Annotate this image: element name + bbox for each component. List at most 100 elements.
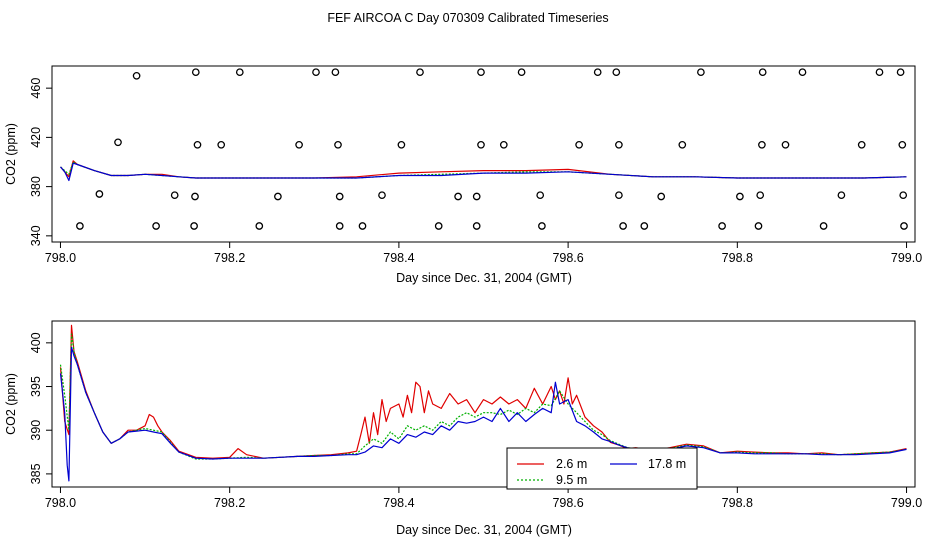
calibration-point [95, 190, 104, 198]
series-line-9-5-m [59, 333, 907, 460]
calibration-point [170, 191, 179, 200]
legend-box [506, 447, 698, 490]
calibration-point [472, 192, 481, 201]
y-tick-label: 385 [29, 463, 43, 484]
calibration-point [875, 68, 884, 77]
calibration-point [235, 68, 244, 77]
legend-label-17-8m: 17.8 m [648, 457, 686, 471]
calibration-point [754, 222, 763, 230]
bottom-y-axis-label: CO2 (ppm) [4, 373, 18, 435]
calibration-point [335, 222, 344, 230]
calibration-point [798, 68, 807, 77]
calibration-point [358, 222, 367, 230]
calibration-point [132, 71, 141, 80]
series-line-17-8-m [60, 162, 907, 182]
top-y-axis-label: CO2 (ppm) [4, 123, 18, 185]
calibration-point [378, 191, 386, 200]
x-tick-label: 798.6 [552, 496, 583, 510]
calibration-point [477, 68, 485, 77]
legend-label-2-6m: 2.6 m [556, 457, 587, 471]
calibration-point [538, 222, 546, 230]
figure-title: FEF AIRCOA C Day 070309 Calibrated Times… [327, 11, 608, 25]
calibration-point [191, 192, 199, 201]
x-tick-label: 799.0 [891, 251, 922, 265]
calibration-point [857, 140, 866, 149]
calibration-point [274, 192, 282, 201]
y-tick-label: 390 [29, 420, 43, 441]
calibration-point [615, 191, 623, 200]
bottom-chart: 798.0 798.2 798.4 798.6 798.8 799.0 385 390 395… [4, 320, 922, 537]
x-tick-label: 798.2 [214, 251, 245, 265]
calibration-point [76, 222, 84, 230]
calibration-point [575, 140, 583, 149]
calibration-point [193, 140, 202, 149]
legend: 2.6 m 9.5 m 17.8 m [506, 447, 698, 490]
calibration-point [190, 222, 198, 230]
top-x-axis: 798.0 798.2 798.4 798.6 798.8 799.0 [45, 242, 922, 265]
calibration-point [657, 192, 666, 201]
top-x-axis-label: Day since Dec. 31, 2004 (GMT) [396, 271, 572, 285]
calibration-point [295, 140, 303, 149]
calibration-point [593, 68, 602, 77]
top-y-axis: 340 380 420 460 [29, 78, 52, 246]
calibration-point [255, 222, 264, 230]
bottom-series [59, 324, 907, 482]
calibration-point [640, 222, 649, 230]
x-tick-label: 798.8 [722, 251, 753, 265]
y-tick-label: 380 [29, 176, 43, 197]
x-tick-label: 798.0 [45, 251, 76, 265]
calibration-point [615, 140, 623, 149]
calibration-point [472, 222, 481, 230]
calibration-point [217, 140, 226, 149]
y-tick-label: 340 [29, 225, 43, 246]
bottom-x-axis-label: Day since Dec. 31, 2004 (GMT) [396, 523, 572, 537]
calibration-point [114, 138, 122, 147]
calibration-point [454, 192, 462, 201]
calibration-point [896, 68, 905, 77]
calibration-point [612, 68, 621, 77]
series-line-2-6-m [60, 160, 907, 179]
x-tick-label: 798.0 [45, 496, 76, 510]
calibration-point [678, 140, 687, 149]
calibration-point [619, 222, 627, 230]
x-tick-label: 798.4 [383, 251, 414, 265]
calibration-point [536, 191, 545, 200]
x-tick-label: 798.6 [552, 251, 583, 265]
calibration-point [781, 140, 790, 149]
legend-label-9-5m: 9.5 m [556, 473, 587, 487]
series-line-2-6-m [59, 324, 907, 459]
calibration-point [736, 192, 744, 201]
calibration-point [334, 140, 342, 149]
calibration-point [434, 222, 443, 230]
calibration-point [819, 222, 828, 230]
top-series [60, 160, 907, 182]
calibration-point [758, 68, 767, 77]
y-tick-label: 460 [29, 78, 43, 99]
top-calibration-points [76, 68, 908, 230]
calibration-point [152, 222, 160, 230]
calibration-point [397, 140, 406, 149]
y-tick-label: 420 [29, 127, 43, 148]
calibration-point [900, 222, 908, 230]
bottom-x-axis: 798.0 798.2 798.4 798.6 798.8 799.0 [45, 487, 922, 510]
calibration-point [697, 68, 705, 77]
x-tick-label: 798.4 [383, 496, 414, 510]
calibration-point [898, 140, 907, 149]
x-tick-label: 799.0 [891, 496, 922, 510]
series-line-17-8-m [59, 346, 907, 482]
y-tick-label: 395 [29, 376, 43, 397]
calibration-point [331, 68, 340, 77]
calibration-point [837, 191, 846, 200]
bottom-plot-frame [51, 320, 916, 488]
calibration-point [312, 68, 320, 77]
calibration-point [191, 68, 200, 77]
top-chart: 798.0 798.2 798.4 798.6 798.8 799.0 340 380 420… [4, 65, 922, 285]
y-tick-label: 400 [29, 332, 43, 353]
calibration-point [899, 191, 908, 200]
calibration-point [517, 68, 526, 77]
top-plot-frame [51, 65, 916, 243]
bottom-y-axis: 385 390 395 400 [29, 332, 52, 484]
calibration-point [335, 192, 344, 201]
calibration-point [416, 68, 424, 77]
calibration-point [758, 140, 766, 149]
